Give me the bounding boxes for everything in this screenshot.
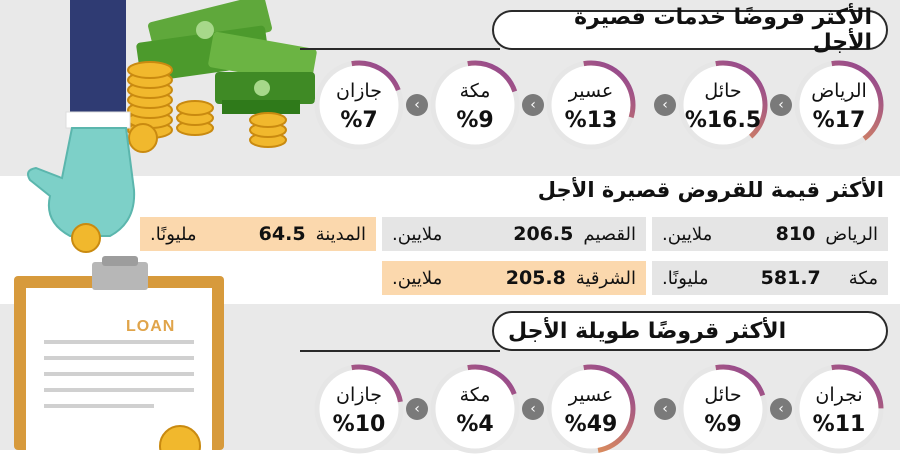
clipboard-icon — [14, 256, 224, 450]
unit: مليونًا. — [662, 267, 709, 289]
percentage: %16.5 — [684, 108, 762, 133]
unit: ملايين. — [662, 223, 713, 245]
ring-icon — [314, 364, 404, 454]
chevron-left-icon: ‹ — [770, 398, 792, 420]
value-box-qassim: القصيم 206.5 ملايين. — [382, 217, 646, 251]
city-name: جازان — [336, 80, 382, 102]
stat-circle: الرياض %17 — [794, 60, 884, 150]
chevron-left-icon: ‹ — [522, 398, 544, 420]
region-name: المدينة — [315, 223, 366, 245]
loan-label: LOAN — [126, 318, 176, 335]
ring-icon — [678, 60, 768, 150]
amount: 205.8 — [505, 267, 566, 289]
stat-circle: نجران %11 — [794, 364, 884, 454]
amount: 64.5 — [258, 223, 306, 245]
city-name: الرياض — [811, 80, 867, 102]
percentage: %13 — [564, 108, 618, 133]
stat-circle: عسير %13 — [546, 60, 636, 150]
ring-icon — [678, 364, 768, 454]
ring-icon — [546, 364, 636, 454]
value-box-eastern: الشرقية 205.8 ملايين. — [382, 261, 646, 295]
percentage: %49 — [564, 412, 618, 437]
amount: 581.7 — [760, 267, 821, 289]
city-name: نجران — [815, 384, 863, 406]
city-name: حائل — [704, 80, 742, 102]
section3-title: الأكثر قروضًا طويلة الأجل — [492, 311, 888, 351]
percentage: %9 — [456, 108, 494, 133]
amount: 206.5 — [513, 223, 574, 245]
chevron-left-icon: ‹ — [522, 94, 544, 116]
ring-icon — [546, 60, 636, 150]
city-name: عسير — [568, 384, 614, 406]
city-name: جازان — [336, 384, 382, 406]
city-name: حائل — [704, 384, 742, 406]
ring-icon — [794, 60, 884, 150]
section2-title: الأكثر قيمة للقروض قصيرة الأجل — [537, 178, 884, 202]
ring-icon — [430, 364, 520, 454]
section1-rule — [300, 48, 500, 50]
ring-icon — [794, 364, 884, 454]
section1-title: الأكثر قروضًا خدمات قصيرة الأجل — [492, 5, 888, 55]
stat-circle: مكة %4 — [430, 364, 520, 454]
stat-circle: جازان %10 — [314, 364, 404, 454]
region-name: الشرقية — [575, 267, 636, 289]
percentage: %9 — [704, 412, 742, 437]
section3-rule — [300, 350, 500, 352]
chevron-left-icon: ‹ — [770, 94, 792, 116]
chevron-left-icon: ‹ — [654, 94, 676, 116]
stat-circle: عسير %49 — [546, 364, 636, 454]
ring-icon — [430, 60, 520, 150]
stat-circle: حائل %16.5 — [678, 60, 768, 150]
unit: مليونًا. — [150, 223, 197, 245]
value-box-madinah: المدينة 64.5 مليونًا. — [140, 217, 376, 251]
city-name: عسير — [568, 80, 614, 102]
stat-circle: حائل %9 — [678, 364, 768, 454]
chevron-left-icon: ‹ — [406, 94, 428, 116]
percentage: %10 — [332, 412, 386, 437]
chevron-left-icon: ‹ — [654, 398, 676, 420]
value-box-makkah: مكة 581.7 مليونًا. — [652, 261, 888, 295]
hand-icon — [27, 127, 136, 237]
sleeve — [70, 0, 126, 118]
percentage: %7 — [340, 108, 378, 133]
city-name: مكة — [459, 384, 491, 406]
percentage: %17 — [812, 108, 866, 133]
value-box-riyadh: الرياض 810 ملايين. — [652, 217, 888, 251]
percentage: %11 — [812, 412, 866, 437]
loan-illustration — [14, 0, 317, 450]
unit: ملايين. — [392, 223, 443, 245]
region-name: مكة — [848, 267, 878, 289]
city-name: مكة — [459, 80, 491, 102]
ring-icon — [314, 60, 404, 150]
stat-circle: جازان %7 — [314, 60, 404, 150]
region-name: الرياض — [825, 223, 878, 245]
region-name: القصيم — [583, 223, 636, 245]
amount: 810 — [775, 223, 816, 245]
coins-icon — [127, 61, 287, 153]
stat-circle: مكة %9 — [430, 60, 520, 150]
chevron-left-icon: ‹ — [406, 398, 428, 420]
percentage: %4 — [456, 412, 494, 437]
unit: ملايين. — [392, 267, 443, 289]
